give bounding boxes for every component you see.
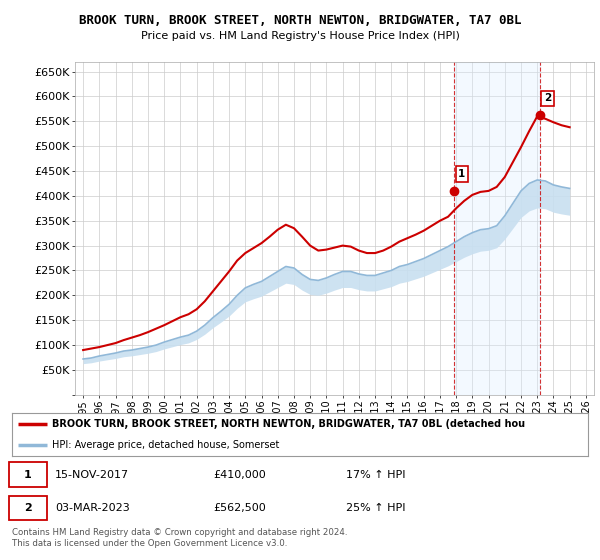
Text: Contains HM Land Registry data © Crown copyright and database right 2024.: Contains HM Land Registry data © Crown c…: [12, 528, 347, 536]
Text: £410,000: £410,000: [214, 470, 266, 480]
Bar: [454, 62, 540, 395]
Text: This data is licensed under the Open Government Licence v3.0.: This data is licensed under the Open Gov…: [12, 539, 287, 548]
Text: £562,500: £562,500: [214, 503, 266, 513]
Text: 03-MAR-2023: 03-MAR-2023: [55, 503, 130, 513]
Text: BROOK TURN, BROOK STREET, NORTH NEWTON, BRIDGWATER, TA7 0BL: BROOK TURN, BROOK STREET, NORTH NEWTON, …: [79, 14, 521, 27]
Text: Price paid vs. HM Land Registry's House Price Index (HPI): Price paid vs. HM Land Registry's House …: [140, 31, 460, 41]
Text: HPI: Average price, detached house, Somerset: HPI: Average price, detached house, Some…: [52, 441, 280, 450]
Text: 2: 2: [24, 503, 32, 513]
FancyBboxPatch shape: [9, 496, 47, 520]
Text: 25% ↑ HPI: 25% ↑ HPI: [346, 503, 406, 513]
Text: 17% ↑ HPI: 17% ↑ HPI: [346, 470, 406, 480]
Text: 1: 1: [24, 470, 32, 480]
Text: 2: 2: [544, 93, 551, 103]
Text: 1: 1: [458, 169, 466, 179]
Text: 15-NOV-2017: 15-NOV-2017: [55, 470, 130, 480]
Text: BROOK TURN, BROOK STREET, NORTH NEWTON, BRIDGWATER, TA7 0BL (detached hou: BROOK TURN, BROOK STREET, NORTH NEWTON, …: [52, 419, 526, 428]
FancyBboxPatch shape: [9, 463, 47, 487]
